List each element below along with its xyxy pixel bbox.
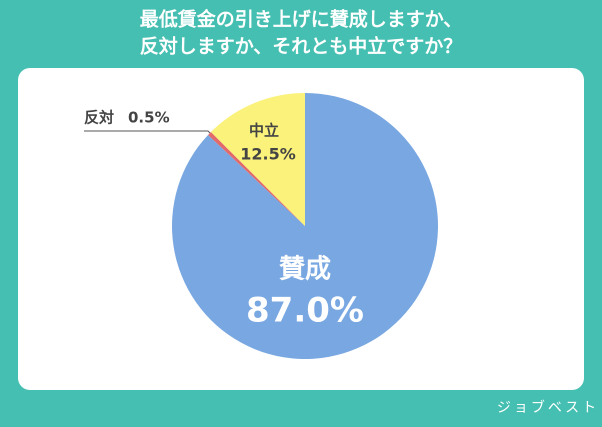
chart-title: 反対しますか、それとも中立ですか？ [140, 35, 463, 58]
value-label: 12.5% [240, 145, 296, 164]
watermark: ジョブベスト [497, 399, 599, 416]
slice-label: 中立 [249, 122, 279, 140]
value-label: 87.0% [246, 291, 364, 331]
pie-slice [210, 93, 305, 226]
pie-slice [208, 131, 305, 226]
slice-label: 賛成 [279, 255, 331, 285]
chart-title: 最低賃金の引き上げに賛成しますか、 [140, 8, 463, 31]
value-label: 0.5% [128, 109, 170, 127]
slice-label: 反対 [84, 109, 114, 127]
